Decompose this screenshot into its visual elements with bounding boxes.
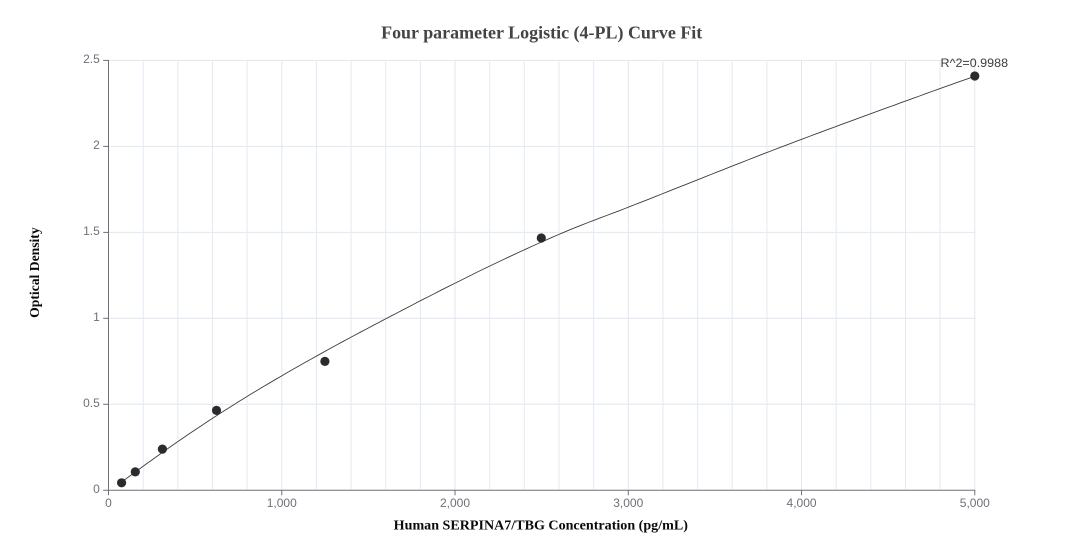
- svg-text:4,000: 4,000: [787, 496, 817, 510]
- svg-text:5,000: 5,000: [960, 496, 990, 510]
- svg-text:0: 0: [93, 482, 100, 496]
- svg-text:1,000: 1,000: [267, 496, 297, 510]
- svg-text:Four parameter Logistic (4-PL): Four parameter Logistic (4-PL) Curve Fit: [381, 22, 702, 43]
- svg-text:3,000: 3,000: [613, 496, 643, 510]
- svg-text:Optical Density: Optical Density: [27, 227, 42, 318]
- svg-text:2.5: 2.5: [83, 52, 100, 66]
- svg-text:0.5: 0.5: [83, 396, 100, 410]
- svg-text:Human SERPINA7/TBG Concentrati: Human SERPINA7/TBG Concentration (pg/mL): [394, 518, 688, 533]
- svg-text:R^2=0.9988: R^2=0.9988: [941, 56, 1009, 70]
- svg-text:2,000: 2,000: [440, 496, 470, 510]
- svg-text:0: 0: [105, 496, 112, 510]
- svg-text:1.5: 1.5: [83, 224, 100, 238]
- svg-text:1: 1: [93, 310, 100, 324]
- svg-text:2: 2: [93, 138, 100, 152]
